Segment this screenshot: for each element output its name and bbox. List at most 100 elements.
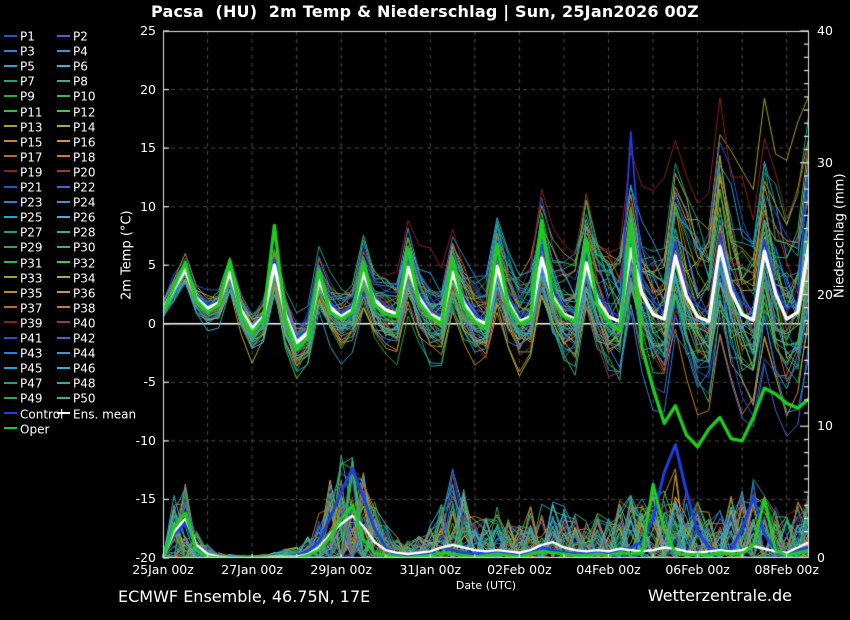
legend-line-swatch (4, 276, 17, 279)
legend-label: P41 (20, 331, 43, 346)
legend-label: P26 (73, 210, 96, 225)
legend-line-swatch (4, 412, 17, 414)
legend-member-P32: P32 (57, 256, 96, 271)
legend-member-P7: P7 (4, 74, 35, 89)
legend-member-P22: P22 (57, 180, 96, 195)
legend-label: P7 (20, 74, 35, 89)
legend-label: P27 (20, 225, 43, 240)
legend-label: P30 (73, 240, 96, 255)
legend-label: P33 (20, 271, 43, 286)
legend-ens-mean: Ens. mean (57, 407, 136, 422)
legend-member-P10: P10 (57, 89, 96, 104)
legend-line-swatch (57, 64, 70, 67)
legend-member-P31: P31 (4, 256, 43, 271)
x-axis-label: Date (UTC) (455, 579, 517, 592)
legend-line-swatch (57, 381, 70, 384)
legend-member-P46: P46 (57, 361, 96, 376)
date-tick-label: 29Jan 00z (310, 562, 373, 577)
legend-line-swatch (57, 336, 70, 339)
legend-line-swatch (4, 79, 17, 82)
legend-member-P12: P12 (57, 105, 96, 120)
legend-line-swatch (4, 170, 17, 173)
legend-member-P37: P37 (4, 301, 43, 316)
legend-member-P18: P18 (57, 150, 96, 165)
legend-label: P25 (20, 210, 43, 225)
legend-line-swatch (4, 366, 17, 369)
legend-line-swatch (4, 215, 17, 218)
legend-member-P42: P42 (57, 331, 96, 346)
legend-label: P29 (20, 240, 43, 255)
legend-member-P41: P41 (4, 331, 43, 346)
legend-label: P24 (73, 195, 96, 210)
legend-label: P6 (73, 59, 88, 74)
legend-line-swatch (57, 34, 70, 37)
legend-label: P13 (20, 120, 43, 135)
legend-label: P12 (73, 105, 96, 119)
legend-label: P34 (73, 271, 96, 286)
legend-member-P1: P1 (4, 29, 35, 44)
legend-member-P17: P17 (4, 150, 43, 165)
legend-line-swatch (4, 185, 17, 188)
legend-line-swatch (4, 94, 17, 97)
legend-member-P27: P27 (4, 225, 43, 240)
legend-label: P20 (73, 165, 96, 180)
legend-line-swatch (57, 306, 70, 309)
legend-line-swatch (4, 336, 17, 339)
temp-tick-label: 5 (148, 257, 156, 273)
legend-member-P50: P50 (57, 391, 96, 406)
temp-tick-label: 25 (140, 23, 156, 38)
legend-line-swatch (57, 170, 70, 173)
legend-member-P19: P19 (4, 165, 43, 180)
legend-line-swatch (57, 200, 70, 203)
legend-line-swatch (4, 140, 17, 143)
legend-line-swatch (4, 34, 17, 37)
legend-member-P9: P9 (4, 89, 35, 104)
legend-member-P38: P38 (57, 301, 96, 316)
legend-member-P24: P24 (57, 195, 96, 210)
date-tick-label: 04Feb 00z (576, 562, 641, 577)
legend-member-P44: P44 (57, 346, 96, 361)
temp-tick-label: -15 (135, 491, 156, 507)
legend-label: P16 (73, 135, 96, 150)
legend-line-swatch (57, 230, 70, 233)
model-caption: ECMWF Ensemble, 46.75N, 17E (118, 587, 371, 606)
legend-label: P46 (73, 361, 96, 376)
legend-member-P4: P4 (57, 44, 88, 59)
legend-line-swatch (57, 276, 70, 279)
legend-line-swatch (57, 291, 70, 294)
legend-member-P13: P13 (4, 120, 43, 135)
legend-member-P8: P8 (57, 74, 88, 89)
legend-label: Oper (20, 422, 50, 437)
legend-label: P8 (73, 74, 88, 89)
legend-line-swatch (57, 125, 70, 128)
legend-label: P15 (20, 135, 43, 150)
precip-tick-label: 20 (817, 286, 833, 302)
legend-line-swatch (57, 185, 70, 188)
legend-line-swatch (4, 321, 17, 324)
legend-label: P48 (73, 376, 96, 391)
legend-member-P25: P25 (4, 210, 43, 225)
legend-member-P20: P20 (57, 165, 96, 180)
legend-label: P42 (73, 331, 96, 346)
legend-member-P29: P29 (4, 240, 43, 255)
legend-label: P21 (20, 180, 43, 195)
legend-member-P2: P2 (57, 29, 88, 44)
legend-label: P28 (73, 225, 96, 240)
legend-label: P39 (20, 316, 43, 331)
legend-label: P38 (73, 301, 96, 316)
temp-tick-label: 20 (140, 81, 156, 97)
legend-member-P15: P15 (4, 135, 43, 150)
temp-tick-label: 10 (140, 198, 156, 214)
legend-label: P9 (20, 89, 35, 104)
legend-line-swatch (57, 49, 70, 52)
legend-line-swatch (4, 261, 17, 263)
legend-line-swatch (57, 94, 70, 97)
legend-line-swatch (57, 396, 70, 399)
legend-label: P36 (73, 286, 96, 301)
legend-member-P39: P39 (4, 316, 43, 331)
legend-label: Control (20, 407, 64, 421)
legend-member-P6: P6 (57, 59, 88, 74)
legend-label: P44 (73, 346, 96, 361)
legend-line-swatch (4, 427, 17, 430)
legend-member-P11: P11 (4, 105, 43, 120)
